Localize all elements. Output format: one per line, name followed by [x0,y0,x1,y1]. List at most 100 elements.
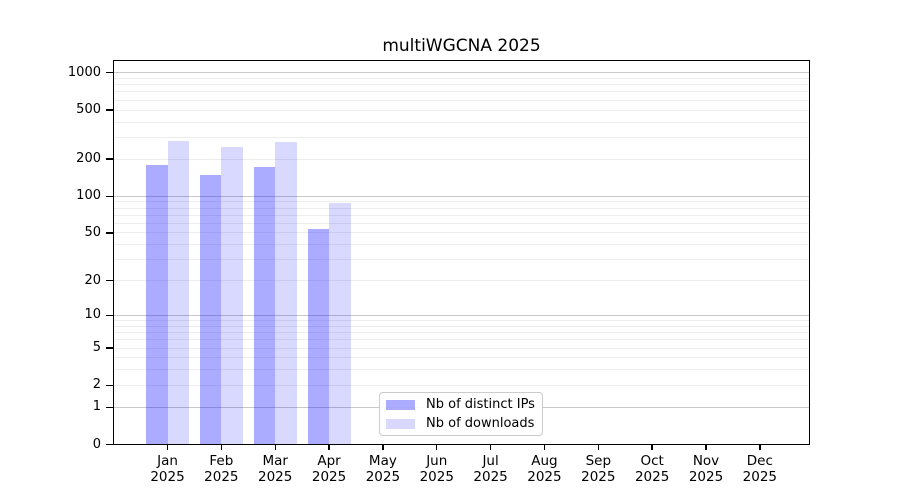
x-tick-month: May [368,453,397,469]
x-tick-label: Jun 2025 [405,453,469,485]
y-tick-label: 20 [84,272,101,288]
y-tick-label: 1 [92,399,101,415]
gridline-minor [113,280,810,282]
legend-item-downloads: Nb of downloads [386,416,542,432]
y-tick-label: 100 [76,188,101,204]
gridline-minor [113,158,810,160]
x-tick-label: Apr 2025 [297,453,361,485]
x-tick-mark [651,445,653,450]
y-tick-label: 0 [92,436,101,452]
x-tick-year: 2025 [742,469,778,485]
bar-downloads [221,147,243,445]
x-tick-year: 2025 [527,469,562,485]
x-tick-month: Apr [317,453,341,469]
gridline-minor [113,84,810,86]
x-tick-year: 2025 [365,469,401,485]
gridline-minor [113,244,810,246]
x-tick-month: Feb [209,453,234,469]
bar-distinct-ips [253,167,276,445]
legend: Nb of distinct IPs Nb of downloads [379,392,543,436]
y-tick-mark [106,109,113,111]
gridline-minor [113,109,810,111]
gridline-minor [113,91,810,93]
x-tick-year: 2025 [150,469,185,485]
gridline-minor [113,201,810,203]
y-tick-label: 1000 [67,64,101,80]
gridline-minor [113,325,810,327]
legend-label-downloads: Nb of downloads [426,416,535,431]
legend-item-distinct-ips: Nb of distinct IPs [386,397,542,413]
gridline-minor [113,339,810,341]
x-tick-month: Oct [640,453,664,469]
x-tick-label: Sep 2025 [566,453,630,485]
y-tick-label: 500 [76,102,101,118]
x-tick-label: Jan 2025 [136,453,200,485]
x-tick-year: 2025 [634,469,670,485]
gridline-minor [113,77,810,79]
gridline-minor [113,357,810,359]
x-tick-mark [543,445,546,450]
x-tick-month: Jan [157,453,178,469]
bar-distinct-ips [307,228,330,445]
x-tick-month: Nov [692,453,720,469]
y-tick-mark [106,443,113,446]
x-tick-mark [759,445,761,450]
bar-downloads [167,141,189,445]
x-tick-year: 2025 [258,469,293,485]
y-tick-mark [106,384,113,387]
gridline-minor [113,369,810,371]
gridline-minor [113,232,810,234]
gridline-minor [113,214,810,216]
gridline-minor [113,347,810,349]
x-tick-year: 2025 [419,469,454,485]
x-tick-label: Mar 2025 [243,453,307,485]
legend-swatch-downloads [386,418,415,429]
x-tick-month: Dec [746,453,773,469]
bar-distinct-ips [199,175,222,445]
y-tick-mark [106,280,113,282]
legend-swatch-distinct-ips [386,399,415,410]
gridline-major [113,314,810,316]
bar-downloads [275,141,297,445]
gridline-minor [113,384,810,386]
x-tick-label: Aug 2025 [512,453,576,485]
x-tick-label: Jul 2025 [459,453,523,485]
y-tick-label: 50 [84,224,101,240]
gridline-minor [113,259,810,261]
y-tick-mark [106,314,113,317]
x-tick-year: 2025 [688,469,724,485]
legend-label-distinct-ips: Nb of distinct IPs [426,397,535,412]
gridline-major [113,195,810,197]
plot-area [113,59,810,445]
x-tick-mark [489,445,492,450]
gridline-minor [113,136,810,138]
x-tick-mark [382,445,384,450]
chart-title: multiWGCNA 2025 [382,36,541,56]
x-tick-mark [597,445,599,450]
y-tick-mark [106,195,113,197]
x-tick-mark [705,445,707,450]
y-tick-mark [106,72,113,74]
gridline-major [113,72,810,74]
x-tick-year: 2025 [204,469,239,485]
gridline-minor [113,121,810,123]
x-tick-mark [328,445,330,450]
y-tick-mark [106,158,113,160]
gridline-minor [113,207,810,209]
gridline-minor [113,332,810,334]
bar-downloads [329,203,351,445]
x-tick-year: 2025 [311,469,347,485]
gridline-minor [113,222,810,224]
y-tick-mark [106,406,113,408]
x-tick-label: Feb 2025 [189,453,253,485]
y-tick-label: 10 [84,307,101,323]
x-tick-label: Nov 2025 [674,453,738,485]
y-tick-label: 2 [92,377,101,393]
x-tick-month: Mar [262,453,288,469]
x-tick-year: 2025 [473,469,508,485]
bar-distinct-ips [146,164,168,445]
x-tick-mark [274,445,276,450]
y-tick-label: 5 [92,340,101,356]
x-tick-label: May 2025 [351,453,415,485]
